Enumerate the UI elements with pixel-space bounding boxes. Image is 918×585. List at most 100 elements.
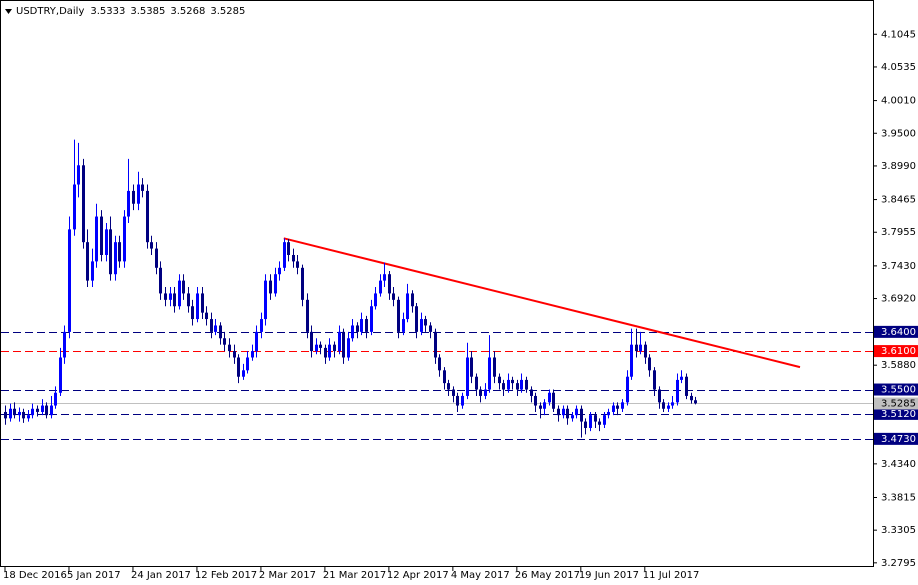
candle-body xyxy=(109,229,112,275)
candle-body xyxy=(370,306,373,332)
candle-body xyxy=(173,293,176,307)
candle-body xyxy=(50,405,53,416)
candle-body xyxy=(557,408,560,416)
candle-body xyxy=(41,405,44,412)
candle-body xyxy=(429,325,432,332)
candle-body xyxy=(27,415,30,419)
candle-body xyxy=(635,344,638,352)
candle-body xyxy=(653,370,656,390)
trendline xyxy=(283,237,801,369)
candle-body xyxy=(205,312,208,320)
candle-body xyxy=(456,395,459,406)
candle-body xyxy=(91,261,94,281)
candle-body xyxy=(594,415,597,422)
level-label: 3.6100 xyxy=(881,346,916,357)
y-tick-label: 4.1045 xyxy=(881,29,916,40)
candle-body xyxy=(63,331,66,358)
candle-body xyxy=(662,402,665,409)
candle-body xyxy=(287,242,290,255)
y-tick-label: 3.9500 xyxy=(881,128,916,139)
candle-body xyxy=(264,280,267,320)
candle-body xyxy=(141,184,144,191)
chart-title: USDTRY,Daily xyxy=(16,6,84,17)
candle-body xyxy=(621,402,624,409)
candle-body xyxy=(498,376,501,384)
candle-body xyxy=(132,190,135,204)
candle-body xyxy=(22,411,25,419)
candle-body xyxy=(127,190,130,217)
candle-body xyxy=(237,357,240,377)
y-tick-label: 3.7955 xyxy=(881,227,916,238)
y-tick-label: 3.6920 xyxy=(881,294,916,305)
candle-body xyxy=(534,395,537,406)
candle-body xyxy=(137,184,140,204)
candle-body xyxy=(233,351,236,358)
x-tick-label: 19 Jun 2017 xyxy=(579,570,639,581)
candle-body xyxy=(507,379,510,390)
x-tick-label: 4 May 2017 xyxy=(451,570,510,581)
x-tick-label: 24 Jan 2017 xyxy=(131,570,191,581)
candle-body xyxy=(543,402,546,409)
candle-body xyxy=(520,379,523,390)
x-tick-label: 5 Jan 2017 xyxy=(67,570,121,581)
candle-body xyxy=(360,319,363,332)
y-tick-label: 4.0010 xyxy=(881,96,916,107)
candle-body xyxy=(155,248,158,268)
candle-body xyxy=(223,338,226,345)
chart-header: USDTRY,Daily 3.5333 3.5385 3.5268 3.5285 xyxy=(16,6,245,17)
candle-body xyxy=(388,274,391,294)
menu-arrow[interactable] xyxy=(5,9,12,14)
candle-body xyxy=(178,280,181,307)
candle-body xyxy=(589,415,592,428)
candle-body xyxy=(228,344,231,352)
price-label-box xyxy=(874,397,918,410)
candle-body xyxy=(77,165,80,185)
candle-body xyxy=(169,293,172,300)
level-label: 3.5120 xyxy=(881,409,916,420)
candle-body xyxy=(434,331,437,358)
y-tick-label: 3.3305 xyxy=(881,525,916,536)
candle-body xyxy=(488,357,491,390)
candle-body xyxy=(516,383,519,390)
candle-body xyxy=(420,319,423,332)
candle-body xyxy=(13,408,16,416)
candle-body xyxy=(484,389,487,396)
candle-body xyxy=(219,325,222,339)
candle-body xyxy=(324,347,327,358)
candle-body xyxy=(114,242,117,275)
candle-body xyxy=(342,331,345,358)
candle-body xyxy=(530,389,533,396)
plot-frame xyxy=(0,0,874,567)
candle-body xyxy=(392,293,395,300)
candle-body xyxy=(338,331,341,352)
candle-body xyxy=(54,392,57,406)
candle-body xyxy=(493,357,496,377)
candle-body xyxy=(502,383,505,390)
candle-body xyxy=(690,395,693,401)
candle-body xyxy=(607,411,610,416)
candle-body xyxy=(292,254,295,262)
candle-body xyxy=(612,405,615,412)
candle-body xyxy=(438,357,441,371)
high-value: 3.5385 xyxy=(130,6,165,17)
candle-body xyxy=(255,331,258,352)
candle-body xyxy=(333,344,336,352)
candle-body xyxy=(539,405,542,409)
candle-body xyxy=(82,165,85,243)
candle-body xyxy=(356,325,359,332)
candle-body xyxy=(584,421,587,428)
candle-body xyxy=(424,319,427,326)
candle-body xyxy=(374,293,377,307)
level-label-box xyxy=(874,345,918,358)
candle-body xyxy=(59,357,62,393)
candle-body xyxy=(214,325,217,332)
x-tick-label: 12 Feb 2017 xyxy=(195,570,257,581)
level-label-box xyxy=(874,325,918,338)
candle-body xyxy=(278,267,281,275)
candle-body xyxy=(406,293,409,320)
candle-body xyxy=(626,376,629,403)
y-tick-label: 4.0535 xyxy=(881,62,916,73)
x-tick-label: 26 May 2017 xyxy=(515,570,580,581)
candle-body xyxy=(45,405,48,416)
candle-body xyxy=(671,402,674,406)
